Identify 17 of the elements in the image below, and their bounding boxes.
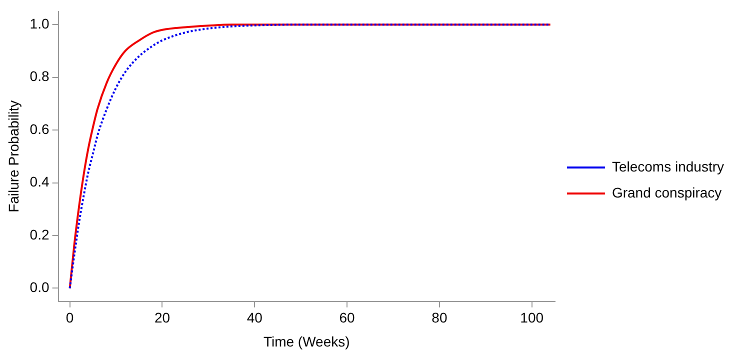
x-tick-label: 0 — [66, 310, 74, 326]
y-tick-label: 0.4 — [30, 174, 50, 190]
x-tick-label: 100 — [520, 310, 544, 326]
x-tick-label: 60 — [339, 310, 356, 326]
x-tick-label: 20 — [154, 310, 170, 326]
y-tick-label: 1.0 — [30, 15, 50, 32]
y-tick-label: 0.2 — [30, 226, 50, 242]
legend-label: Telecoms industry — [612, 158, 724, 174]
y-tick-label: 0.6 — [30, 120, 50, 137]
y-axis-title: Failure Probability — [5, 100, 22, 212]
x-axis-title: Time (Weeks) — [263, 333, 350, 350]
y-tick-label: 0.0 — [30, 279, 50, 296]
x-tick-label: 40 — [246, 310, 263, 326]
x-tick-label: 80 — [432, 310, 448, 326]
line-series — [68, 24, 552, 290]
y-tick-label: 0.8 — [30, 68, 50, 84]
legend-label: Grand conspiracy — [612, 184, 722, 200]
